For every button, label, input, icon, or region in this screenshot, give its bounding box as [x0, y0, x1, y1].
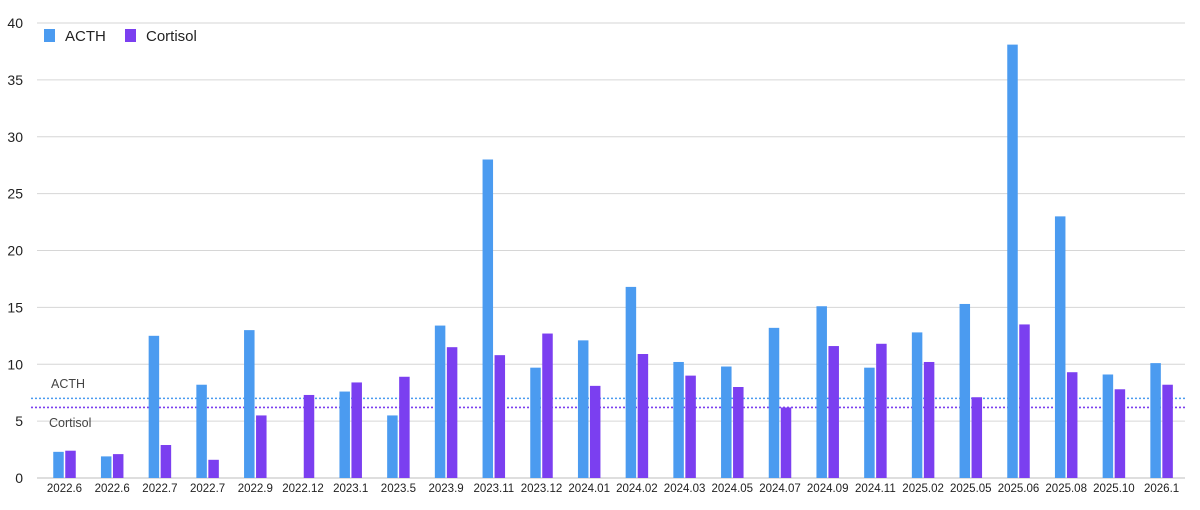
bar-acth [721, 366, 732, 478]
y-tick-label: 0 [15, 470, 23, 486]
bar-acth [148, 335, 160, 478]
bar-acth [911, 332, 923, 478]
bar-acth [816, 306, 827, 478]
reference-lines: ACTH Cortisol [31, 377, 1185, 430]
reference-label-cortisol: Cortisol [49, 416, 91, 430]
bar-cortisol [160, 445, 172, 478]
y-tick-label: 35 [7, 72, 23, 88]
bar-cortisol [1019, 324, 1030, 478]
y-tick-label: 40 [7, 15, 23, 31]
bar-cortisol [112, 454, 124, 478]
bar-cortisol [208, 459, 219, 478]
x-tick-label: 2024.07 [759, 483, 801, 495]
bar-acth [53, 451, 64, 478]
bar-acth [387, 415, 398, 478]
x-tick-label: 2023.1 [333, 483, 368, 495]
bar-acth [1150, 363, 1161, 478]
x-tick-label: 2025.05 [950, 483, 992, 495]
bars [53, 44, 1173, 479]
bar-acth [100, 456, 112, 478]
bar-cortisol [303, 394, 315, 478]
x-tick-label: 2024.11 [855, 483, 896, 495]
bar-cortisol [542, 333, 553, 478]
bar-cortisol [494, 355, 506, 478]
bar-cortisol [1162, 384, 1173, 478]
bar-acth [959, 303, 971, 478]
x-tick-label: 2025.06 [998, 483, 1040, 495]
bar-cortisol [446, 347, 458, 478]
bar-cortisol [1066, 372, 1078, 478]
y-axis-ticks: 0 5 10 15 20 25 30 35 40 [7, 15, 23, 486]
bar-acth [864, 367, 875, 478]
bar-acth [434, 325, 446, 478]
bar-cortisol [971, 397, 983, 478]
x-tick-label: 2023.12 [521, 483, 563, 495]
bar-cortisol [685, 375, 696, 478]
bar-cortisol [351, 382, 362, 478]
bar-cortisol [1114, 389, 1126, 478]
x-tick-label: 2023.9 [429, 483, 464, 495]
x-tick-label: 2024.03 [664, 483, 706, 495]
bar-cortisol [637, 354, 649, 478]
bar-acth [196, 384, 207, 478]
bar-acth [625, 286, 637, 478]
bar-cortisol [780, 407, 792, 478]
x-tick-label: 2024.05 [712, 483, 754, 495]
bar-cortisol [828, 346, 839, 478]
x-tick-label: 2022.7 [142, 483, 177, 495]
bar-acth [482, 159, 494, 478]
bar-cortisol [65, 450, 76, 478]
y-tick-label: 30 [7, 129, 23, 145]
bar-cortisol [256, 415, 267, 478]
y-tick-label: 25 [7, 186, 23, 202]
x-tick-label: 2024.09 [807, 483, 849, 495]
x-tick-label: 2024.01 [568, 483, 610, 495]
bar-cortisol [399, 376, 410, 478]
bar-acth [1007, 44, 1018, 479]
x-tick-label: 2023.5 [381, 483, 416, 495]
x-tick-label: 2026.1 [1144, 483, 1179, 495]
bar-acth [577, 340, 589, 478]
bar-cortisol [589, 385, 601, 478]
x-tick-label: 2022.12 [282, 483, 324, 495]
y-tick-label: 15 [7, 299, 23, 315]
x-tick-label: 2022.9 [238, 483, 273, 495]
legend: ACTH Cortisol [44, 28, 197, 45]
x-tick-label: 2022.6 [95, 483, 130, 495]
legend-label-cortisol: Cortisol [146, 28, 197, 45]
reference-label-acth: ACTH [51, 377, 85, 391]
x-tick-label: 2025.10 [1093, 483, 1135, 495]
bar-cortisol [876, 343, 887, 478]
gridlines [37, 22, 1185, 479]
legend-label-acth: ACTH [65, 28, 106, 45]
bar-acth [1054, 216, 1066, 478]
x-tick-label: 2022.6 [47, 483, 82, 495]
bar-cortisol [923, 361, 935, 478]
x-tick-label: 2025.08 [1045, 483, 1087, 495]
bar-acth [530, 367, 541, 478]
bar-cortisol [733, 387, 744, 478]
y-tick-label: 20 [7, 243, 23, 259]
x-tick-label: 2023.11 [473, 483, 514, 495]
bar-acth [768, 327, 780, 478]
bar-acth [244, 330, 255, 478]
y-tick-label: 10 [7, 356, 23, 372]
legend-swatch-cortisol [125, 29, 136, 42]
x-tick-label: 2025.02 [902, 483, 944, 495]
x-tick-label: 2022.7 [190, 483, 225, 495]
x-tick-label: 2024.02 [616, 483, 658, 495]
bar-acth [339, 391, 350, 478]
bar-acth [673, 361, 684, 478]
y-tick-label: 5 [15, 413, 23, 429]
x-axis-ticks: 2022.6 2022.6 2022.7 2022.7 2022.9 2022.12 202… [47, 483, 1179, 495]
legend-swatch-acth [44, 29, 55, 42]
bar-acth [1102, 374, 1114, 478]
